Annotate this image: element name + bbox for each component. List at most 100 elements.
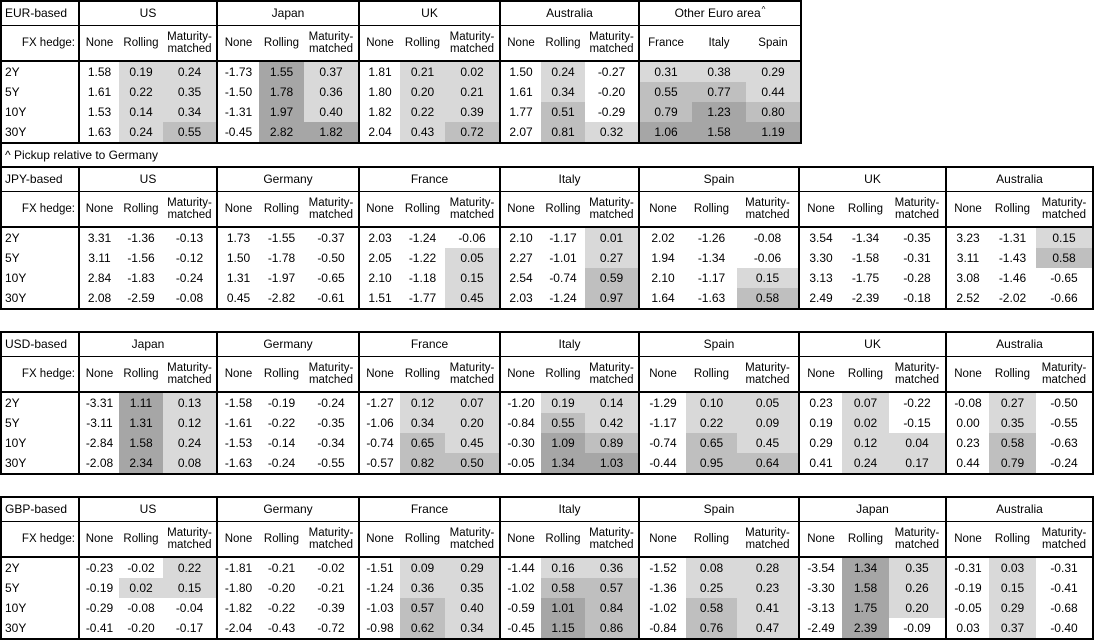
value-cell: 0.41 <box>798 453 842 473</box>
value-cell: 0.36 <box>400 578 445 598</box>
value-cell: -0.22 <box>259 413 304 433</box>
column-header: Rolling <box>842 192 889 228</box>
group-header-label: US <box>139 502 157 517</box>
value-cell: 3.11 <box>945 248 989 268</box>
value-cell: -0.31 <box>945 558 989 578</box>
value-cell: 0.38 <box>692 62 746 82</box>
value-cell: 1.63 <box>78 122 119 142</box>
value-cell: 0.34 <box>163 102 216 122</box>
column-header: None <box>638 192 686 228</box>
column-header: Rolling <box>259 26 304 62</box>
value-cell: 0.42 <box>585 413 638 433</box>
column-header: Rolling <box>400 357 445 393</box>
value-cell: 0.55 <box>541 413 585 433</box>
value-cell: 0.59 <box>585 268 638 288</box>
column-header: Maturity-matched <box>585 26 638 62</box>
value-cell: -0.21 <box>259 558 304 578</box>
value-cell: 0.58 <box>737 288 798 308</box>
group-header-label: US <box>139 172 157 187</box>
column-header: None <box>798 192 842 228</box>
column-header: Rolling <box>842 357 889 393</box>
footnote-marker: ^ <box>761 4 766 14</box>
row-label: 2Y <box>2 62 78 82</box>
value-cell: 0.37 <box>989 618 1036 638</box>
group-header: France <box>358 333 499 357</box>
row-label: 5Y <box>2 578 78 598</box>
value-cell: 0.55 <box>163 122 216 142</box>
group-header-label: Japan <box>271 6 305 21</box>
column-header: None <box>945 357 989 393</box>
column-header: Maturity-matched <box>445 192 499 228</box>
column-header: None <box>499 192 541 228</box>
value-cell: 0.58 <box>989 433 1036 453</box>
value-cell: -0.24 <box>1036 453 1092 473</box>
value-cell: 0.58 <box>541 578 585 598</box>
value-cell: 0.00 <box>945 413 989 433</box>
eur-based-table: EUR-based US Japan UK Australia Other Euro ar… <box>0 0 802 144</box>
value-cell: -1.06 <box>358 413 400 433</box>
value-cell: 2.04 <box>358 122 400 142</box>
column-header: France <box>638 26 692 62</box>
value-cell: 0.04 <box>889 433 945 453</box>
column-header: Rolling <box>119 26 163 62</box>
value-cell: -1.56 <box>119 248 163 268</box>
column-header: None <box>499 522 541 558</box>
value-cell: 0.37 <box>304 62 358 82</box>
value-cell: 2.05 <box>358 248 400 268</box>
group-header: UK <box>358 2 499 26</box>
value-cell: -0.45 <box>216 122 259 142</box>
value-cell: -1.01 <box>541 248 585 268</box>
column-header: None <box>216 192 259 228</box>
column-header: Maturity-matched <box>737 522 798 558</box>
value-cell: -0.20 <box>119 618 163 638</box>
value-cell: 2.10 <box>358 268 400 288</box>
row-label: 10Y <box>2 102 78 122</box>
value-cell: -2.39 <box>842 288 889 308</box>
value-cell: -2.04 <box>216 618 259 638</box>
value-cell: -3.54 <box>798 558 842 578</box>
column-header: Maturity-matched <box>1036 522 1092 558</box>
value-cell: 1.19 <box>746 122 800 142</box>
value-cell: -1.75 <box>842 268 889 288</box>
value-cell: 2.03 <box>499 288 541 308</box>
value-cell: -1.24 <box>400 228 445 248</box>
value-cell: -0.23 <box>78 558 119 578</box>
value-cell: -0.20 <box>259 578 304 598</box>
value-cell: 1.31 <box>119 413 163 433</box>
value-cell: -1.24 <box>541 288 585 308</box>
value-cell: 0.35 <box>889 558 945 578</box>
group-header-label: Italy <box>558 172 581 187</box>
column-header: None <box>638 357 686 393</box>
value-cell: -1.17 <box>686 268 737 288</box>
value-cell: 0.10 <box>686 393 737 413</box>
value-cell: 1.01 <box>541 598 585 618</box>
value-cell: -0.06 <box>737 248 798 268</box>
value-cell: 0.07 <box>445 393 499 413</box>
value-cell: -0.05 <box>945 598 989 618</box>
group-header-label: Other Euro area <box>674 6 761 21</box>
value-cell: -1.80 <box>216 578 259 598</box>
group-header: Australia <box>945 333 1092 357</box>
value-cell: 2.34 <box>119 453 163 473</box>
value-cell: -0.29 <box>585 102 638 122</box>
value-cell: 0.16 <box>541 558 585 578</box>
value-cell: 0.14 <box>119 102 163 122</box>
value-cell: -3.31 <box>78 393 119 413</box>
value-cell: -0.09 <box>889 618 945 638</box>
value-cell: 0.24 <box>163 433 216 453</box>
value-cell: 0.24 <box>541 62 585 82</box>
value-cell: 0.45 <box>737 433 798 453</box>
column-header: Rolling <box>259 357 304 393</box>
value-cell: 0.45 <box>445 433 499 453</box>
column-header: Maturity-matched <box>585 522 638 558</box>
value-cell: -0.02 <box>119 558 163 578</box>
value-cell: -0.30 <box>499 433 541 453</box>
value-cell: 0.12 <box>400 393 445 413</box>
value-cell: -0.08 <box>945 393 989 413</box>
value-cell: -0.66 <box>1036 288 1092 308</box>
group-header-label: Italy <box>558 502 581 517</box>
value-cell: 0.09 <box>400 558 445 578</box>
column-header: Maturity-matched <box>304 357 358 393</box>
value-cell: -1.02 <box>499 578 541 598</box>
value-cell: 1.15 <box>541 618 585 638</box>
